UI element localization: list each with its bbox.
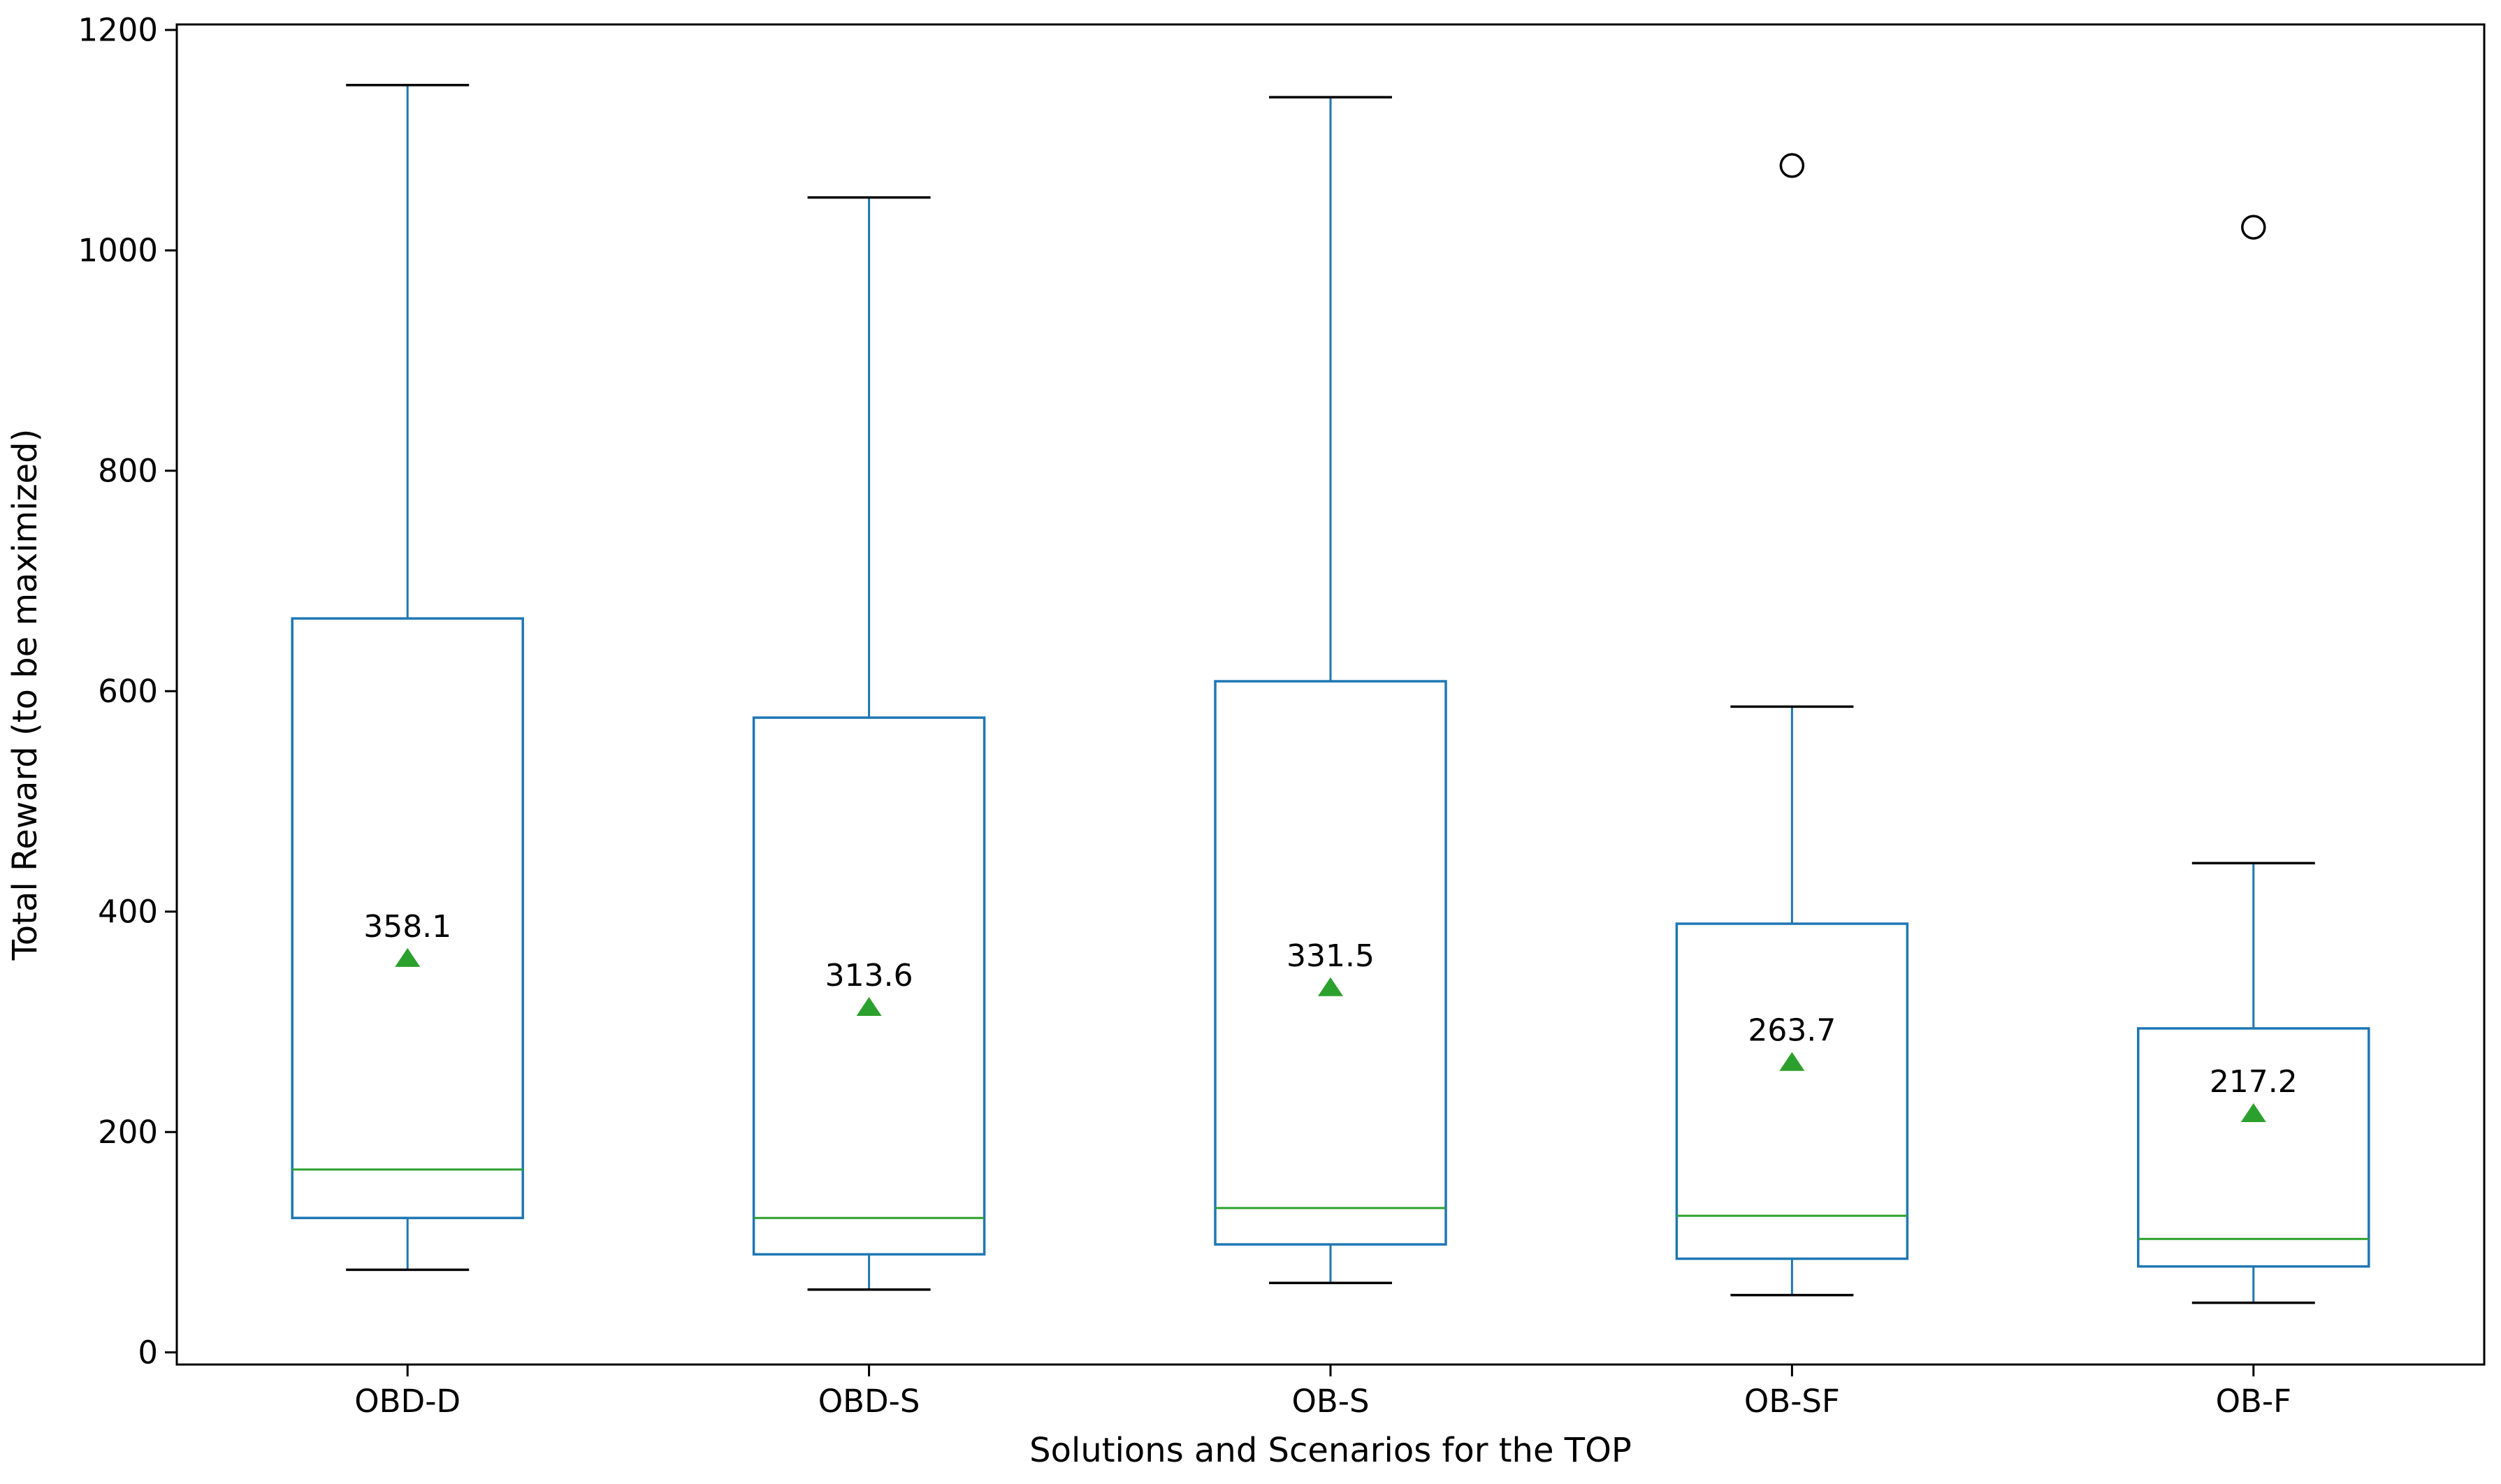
box (1675, 922, 1909, 1260)
box (2137, 1027, 2370, 1268)
plot-layer: 0 200 400 600 800 1000 1200 OBD-D OBD-S OB-S OB-SF… (78, 12, 2486, 1420)
y-tick-label: 0 (138, 1334, 158, 1371)
x-tick-label: OBD-S (818, 1383, 920, 1420)
mean-value-label: 217.2 (2210, 1064, 2298, 1100)
y-tick-label: 400 (98, 893, 158, 930)
x-tick-label: OB-SF (1744, 1383, 1840, 1420)
y-tick-label: 1000 (78, 232, 158, 269)
y-tick-label: 800 (98, 453, 158, 490)
mean-marker (2240, 1103, 2266, 1123)
x-tick-label: OB-F (2216, 1383, 2291, 1420)
mean-value-label: 358.1 (363, 909, 451, 945)
mean-marker (1779, 1052, 1805, 1071)
y-tick-label: 200 (98, 1114, 158, 1151)
x-tick-label: OBD-D (354, 1383, 461, 1420)
y-axis-title: Total Reward (to be maximized) (6, 429, 45, 961)
outlier-marker (2241, 214, 2266, 240)
mean-marker (856, 997, 882, 1017)
box (752, 716, 986, 1256)
mean-value-label: 331.5 (1286, 938, 1375, 974)
mean-marker (1318, 977, 1343, 996)
box (291, 617, 524, 1219)
y-tick-label: 1200 (78, 12, 158, 49)
mean-value-label: 263.7 (1748, 1013, 1836, 1049)
outlier-marker (1779, 153, 1805, 178)
y-tick-label: 600 (98, 673, 158, 710)
mean-marker (395, 947, 421, 967)
box (1214, 680, 1447, 1246)
x-tick-label: OB-S (1291, 1383, 1369, 1420)
mean-value-label: 313.6 (825, 958, 913, 994)
x-axis-title: Solutions and Scenarios for the TOP (1029, 1431, 1632, 1470)
